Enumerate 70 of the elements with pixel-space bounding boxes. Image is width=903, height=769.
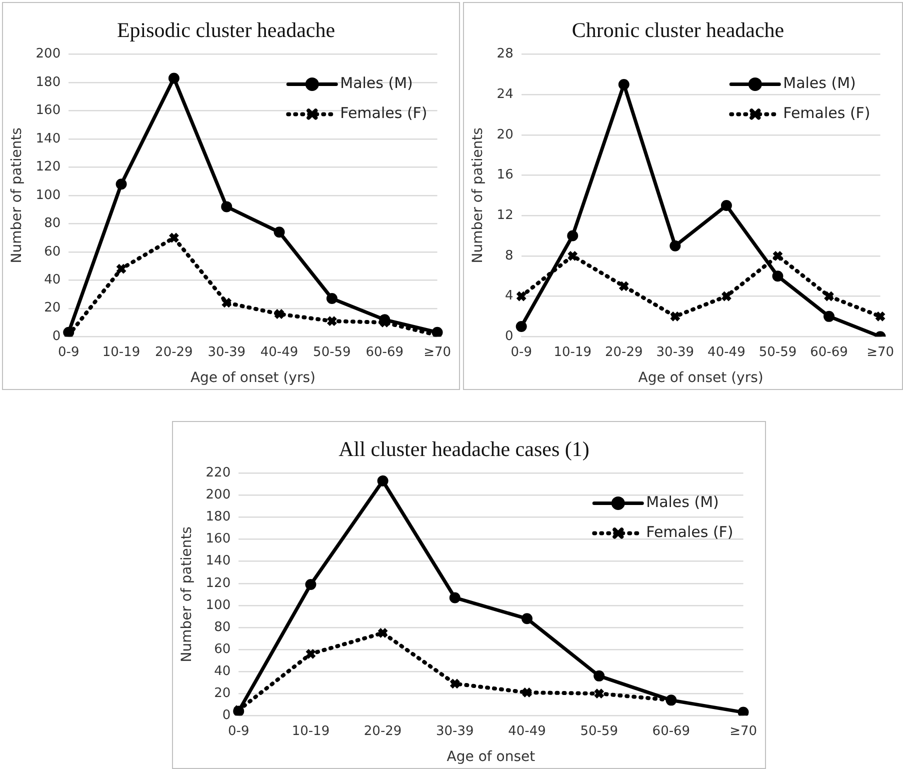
y-tick-label: 200 [36,46,61,62]
y-tick-label: 100 [36,188,61,203]
y-tick-label: 8 [505,248,514,264]
y-tick-label: 140 [36,131,61,146]
y-tick-label: 100 [206,598,231,613]
x-tick-label: ≥70 [730,724,757,739]
chart-title: All cluster headache cases (1) [338,437,590,462]
y-tick-label: 40 [44,272,61,288]
x-axis-title: Age of onset [446,749,536,766]
legend-label: Females (F) [646,523,734,542]
x-tick-label: 20-29 [605,344,643,360]
x-tick-label: 60-69 [810,344,848,360]
x-tick-label: ≥70 [424,344,451,360]
x-tick-label: 40-49 [708,344,746,360]
y-tick-label: 180 [36,74,61,90]
y-tick-label: 20 [44,300,61,316]
x-tick-label: 40-49 [260,344,298,360]
y-axis-title: Number of patients [470,128,486,264]
y-tick-label: 0 [222,708,231,723]
y-tick-label: 120 [206,576,231,591]
y-tick-label: 16 [496,168,514,183]
x-tick-label: ≥70 [866,344,894,360]
y-tick-label: 160 [36,103,61,118]
y-tick-label: 20 [496,127,514,142]
legend-label: Females (F) [340,104,428,122]
x-tick-label: 50-59 [758,344,797,360]
x-tick-label: 10-19 [102,344,140,360]
x-tick-label: 20-29 [364,724,402,739]
y-tick-label: 80 [214,620,231,635]
y-axis-title: Number of patients [179,526,196,662]
y-tick-label: 40 [214,664,231,679]
y-tick-label: 20 [214,686,231,701]
x-tick-label: 10-19 [292,724,330,739]
x-axis-title: Age of onset (yrs) [638,370,764,386]
x-tick-label: 60-69 [652,724,690,739]
y-tick-label: 4 [505,288,514,304]
y-tick-label: 220 [206,466,231,481]
x-tick-label: 50-59 [580,724,618,739]
y-tick-label: 60 [214,642,231,657]
legend-label: Males (M) [783,74,856,92]
x-axis-title: Age of onset (yrs) [190,370,316,386]
x-tick-label: 50-59 [313,344,351,360]
legend-label: Males (M) [340,74,413,92]
legend-label: Females (F) [783,104,870,122]
y-tick-label: 160 [206,532,231,547]
x-tick-label: 0-9 [510,344,532,360]
y-tick-label: 180 [206,510,231,525]
y-axis-title: Number of patients [9,128,26,264]
y-tick-label: 0 [505,328,514,344]
x-tick-label: 0-9 [58,344,80,360]
x-tick-label: 30-39 [656,344,694,360]
legend-label: Males (M) [646,493,719,512]
x-tick-label: 20-29 [155,344,193,360]
x-tick-label: 10-19 [554,344,592,360]
x-tick-label: 0-9 [228,724,250,739]
x-tick-label: 30-39 [208,344,246,360]
y-tick-label: 28 [496,46,514,62]
x-tick-label: 30-39 [436,724,474,739]
y-tick-label: 120 [36,160,61,175]
y-tick-label: 60 [44,244,61,260]
y-tick-label: 200 [206,488,231,503]
y-tick-label: 80 [44,216,61,232]
y-tick-label: 140 [206,554,231,569]
y-tick-label: 12 [496,208,514,223]
chart-title: Episodic cluster headache [116,18,336,42]
x-tick-label: 60-69 [366,344,404,360]
y-tick-label: 24 [496,86,514,102]
y-tick-label: 0 [52,328,61,344]
chart-title: Chronic cluster headache [572,18,784,42]
x-tick-label: 40-49 [508,724,546,739]
